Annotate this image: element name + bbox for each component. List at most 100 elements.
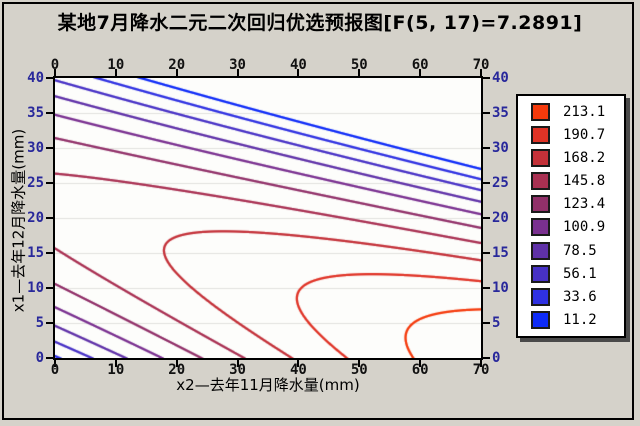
x-tick-top [236, 69, 239, 76]
x-tick-bottom [358, 360, 361, 367]
y-tick-left [46, 252, 53, 254]
y-tick-left [46, 287, 53, 289]
legend-swatch [531, 264, 550, 283]
y-tick-label-right: 30 [492, 140, 509, 156]
x-tick-top [358, 69, 361, 76]
legend-swatch [531, 310, 550, 329]
x-tick-bottom [175, 360, 178, 367]
legend-item: 145.8 [531, 172, 624, 191]
y-axis-title: x1—去年12月降水量(mm) [9, 128, 28, 313]
y-tick-label-right: 35 [492, 105, 509, 121]
legend-swatch [531, 172, 550, 191]
legend-swatch [531, 241, 550, 260]
legend-value: 190.7 [563, 127, 606, 144]
y-tick-label-left: 20 [27, 210, 44, 226]
y-tick-label-left: 30 [27, 140, 44, 156]
x-tick-label-bottom: 30 [229, 362, 246, 378]
legend-value: 56.1 [563, 265, 597, 282]
x-tick-top [480, 69, 482, 76]
x-tick-bottom [114, 360, 117, 367]
y-tick-right [483, 77, 490, 79]
legend-item: 11.2 [531, 310, 624, 329]
x-tick-label-top: 50 [350, 57, 368, 73]
legend-item: 168.2 [531, 149, 624, 168]
x-tick-label-top: 70 [472, 57, 490, 73]
x-tick-label-bottom: 10 [107, 362, 125, 378]
x-tick-label-top: 20 [168, 57, 186, 73]
legend-value: 100.9 [563, 219, 606, 236]
x-tick-label-bottom: 60 [411, 362, 429, 378]
y-tick-label-right: 40 [492, 70, 509, 86]
x-tick-label-top: 40 [289, 57, 307, 73]
y-tick-right [483, 147, 490, 149]
legend-swatch [531, 103, 550, 122]
legend-value: 213.1 [563, 104, 606, 121]
y-tick-left [46, 112, 53, 114]
x-tick-label-bottom: 50 [350, 362, 368, 378]
x-tick-label-bottom: 20 [168, 362, 186, 378]
x-tick-top [297, 69, 300, 76]
x-axis-title: x2—去年11月降水量(mm) [176, 376, 360, 394]
x-tick-bottom [54, 360, 56, 367]
y-tick-right [483, 217, 490, 219]
legend: 213.1 190.7 168.2 145.8 123.4 100.9 78.5 56.1 33… [516, 94, 626, 338]
x-tick-label-top: 30 [229, 57, 246, 73]
y-tick-right [483, 287, 490, 289]
x-tick-top [54, 69, 56, 76]
x-tick-bottom [297, 360, 300, 367]
y-tick-label-left: 0 [35, 350, 44, 366]
x-tick-label-bottom: 70 [472, 362, 490, 378]
y-tick-label-right: 10 [492, 280, 509, 296]
chart-title: 某地7月降水二元二次回归优选预报图[F(5, 17)=7.2891] [57, 12, 583, 34]
y-tick-left [46, 357, 53, 359]
y-tick-right [483, 182, 490, 184]
legend-item: 33.6 [531, 287, 624, 306]
y-tick-label-left: 35 [27, 105, 44, 121]
legend-value: 168.2 [563, 150, 606, 167]
legend-item: 100.9 [531, 218, 624, 237]
x-tick-top [419, 69, 422, 76]
legend-swatch [531, 287, 550, 306]
y-tick-label-right: 5 [492, 315, 501, 331]
y-tick-left [46, 182, 53, 184]
legend-value: 33.6 [563, 288, 597, 305]
x-tick-label-top: 60 [411, 57, 429, 73]
y-tick-label-left: 5 [35, 315, 44, 331]
y-tick-label-right: 15 [492, 245, 509, 261]
y-tick-label-right: 25 [492, 175, 509, 191]
x-tick-bottom [480, 360, 482, 367]
x-tick-top [114, 69, 117, 76]
contour-plot-canvas [55, 78, 481, 358]
legend-swatch [531, 218, 550, 237]
y-tick-left [46, 217, 53, 219]
x-tick-bottom [236, 360, 239, 367]
y-tick-label-right: 0 [492, 350, 501, 366]
y-tick-left [46, 77, 53, 79]
y-tick-label-left: 25 [27, 175, 44, 191]
y-tick-left [46, 147, 53, 149]
legend-swatch [531, 149, 550, 168]
y-tick-left [46, 322, 53, 324]
legend-swatch [531, 195, 550, 214]
legend-value: 11.2 [563, 311, 597, 328]
legend-item: 78.5 [531, 241, 624, 260]
legend-value: 123.4 [563, 196, 606, 213]
legend-item: 190.7 [531, 126, 624, 145]
x-tick-label-bottom: 40 [289, 362, 307, 378]
legend-item: 213.1 [531, 103, 624, 122]
x-tick-label-top: 0 [50, 57, 60, 73]
y-tick-right [483, 357, 490, 359]
y-tick-label-left: 15 [27, 245, 44, 261]
y-tick-label-left: 40 [27, 70, 44, 86]
x-tick-top [175, 69, 178, 76]
y-tick-right [483, 322, 490, 324]
x-tick-label-top: 10 [107, 57, 125, 73]
legend-item: 123.4 [531, 195, 624, 214]
x-tick-label-bottom: 0 [50, 362, 60, 378]
legend-swatch [531, 126, 550, 145]
y-tick-label-right: 20 [492, 210, 509, 226]
y-tick-right [483, 252, 490, 254]
y-tick-right [483, 112, 490, 114]
y-tick-label-left: 10 [27, 280, 44, 296]
